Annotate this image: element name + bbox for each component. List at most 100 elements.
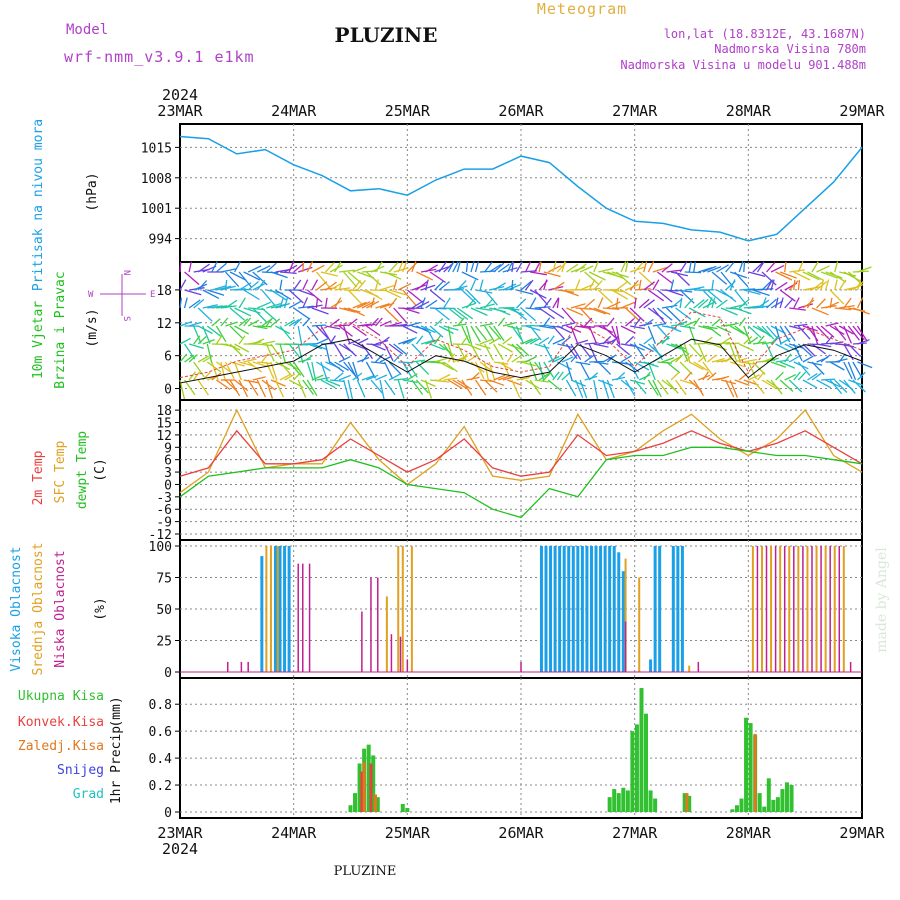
pressure-tick-label: 994 (149, 233, 173, 248)
wind-speed-line (179, 338, 863, 384)
wind-barb (379, 336, 390, 345)
wind-barb (556, 297, 560, 309)
wind-barb (197, 336, 207, 345)
wind-barb (216, 361, 231, 373)
wind-barb (202, 338, 215, 345)
wind-barb (720, 336, 732, 345)
wind-barb (561, 289, 579, 297)
cloud-bar-high (608, 546, 612, 672)
wind-barb (502, 322, 516, 327)
wind-barb (852, 307, 870, 315)
wind-barb (688, 361, 704, 371)
wind-barb (484, 325, 495, 342)
wind-tick-label: 0 (164, 383, 172, 398)
wind-barb (397, 379, 405, 399)
wind-barb (770, 335, 779, 345)
day-label-top: 28MAR (726, 102, 772, 120)
wind-barb (661, 289, 679, 292)
wind-barb (529, 325, 542, 341)
cloud-bar-low (820, 546, 822, 672)
wind-barb (716, 375, 730, 381)
wind-barb (379, 284, 395, 291)
wind-barb (670, 279, 675, 291)
wind-barb (252, 271, 268, 286)
cloud-bar-low (240, 661, 243, 672)
wind-barb (393, 378, 408, 381)
wind-barb (307, 343, 323, 350)
temp-tick-label: -12 (149, 528, 172, 543)
wind-barb (257, 325, 272, 328)
wind-barb (561, 261, 566, 273)
wind-barb (402, 307, 420, 314)
cloud-bar-high (621, 571, 625, 672)
day-label-bottom: 24MAR (271, 824, 317, 842)
wind-barb (598, 267, 614, 273)
wind-barb (480, 270, 497, 273)
wind-barb (802, 299, 815, 309)
cloud-bar-low (697, 661, 700, 672)
wind-barb (234, 325, 250, 335)
temp-tick-label: 18 (156, 404, 172, 419)
wind-barb (793, 371, 801, 381)
wind-barb (334, 261, 342, 273)
wind-barb (797, 361, 811, 376)
wind-barb (734, 379, 750, 387)
wind-barb (339, 269, 355, 273)
precip-tick-label: 0.4 (149, 752, 173, 767)
wind-barb (770, 379, 783, 395)
wind-barb (334, 324, 349, 327)
wind-barb (257, 265, 271, 273)
wind-barb (729, 343, 738, 363)
wind-barb (697, 298, 709, 309)
wind-barb (552, 356, 565, 363)
wind-barb (384, 343, 394, 362)
wind-barb (643, 371, 651, 381)
wind-barb (820, 279, 825, 291)
wind-barb (616, 271, 632, 286)
wind-barb (807, 373, 818, 381)
wind-barb (575, 339, 589, 345)
wind-barb (638, 374, 651, 381)
wind-barb (706, 297, 713, 309)
wind-barb (288, 261, 295, 273)
wind-barb (616, 343, 631, 356)
precip-bar-total (375, 797, 380, 812)
cloud-bar-low (370, 577, 372, 672)
wind-barb (306, 289, 323, 303)
wind-barb (734, 307, 752, 315)
wind-barb (252, 325, 268, 330)
wind-barb (497, 361, 513, 371)
cloud-bar-low (226, 661, 229, 672)
wind-barb (511, 354, 522, 363)
wind-barb (211, 361, 219, 381)
wind-barb (506, 261, 514, 273)
cloud-bar-mid (760, 546, 763, 672)
wind-barb (293, 361, 305, 378)
wind-barb (443, 377, 458, 381)
wind-barb (743, 289, 761, 296)
wind-barb (220, 268, 237, 273)
wind-barb (843, 361, 853, 380)
wind-barb (666, 361, 681, 374)
wind-barb (238, 282, 252, 291)
wind-barb (784, 261, 787, 273)
wind-barb (729, 279, 736, 291)
wind-barb (402, 361, 413, 379)
wind-barb (384, 361, 394, 380)
wind-barb (197, 263, 210, 273)
wind-barb (806, 297, 814, 309)
wind-barb (202, 304, 218, 309)
wind-barb (575, 263, 587, 273)
wind-barb (797, 279, 801, 291)
wind-barb (420, 379, 436, 387)
precip-bar-total (653, 798, 658, 812)
wind-barb (352, 361, 360, 381)
wind-barb (689, 286, 705, 291)
wind-barb (197, 379, 209, 396)
wind-barb (456, 261, 461, 273)
wind-barb (470, 372, 480, 381)
wind-barb (484, 343, 494, 361)
wind-barb (252, 376, 266, 381)
wind-barb (424, 279, 429, 291)
temp-tick-label: -6 (156, 503, 172, 518)
